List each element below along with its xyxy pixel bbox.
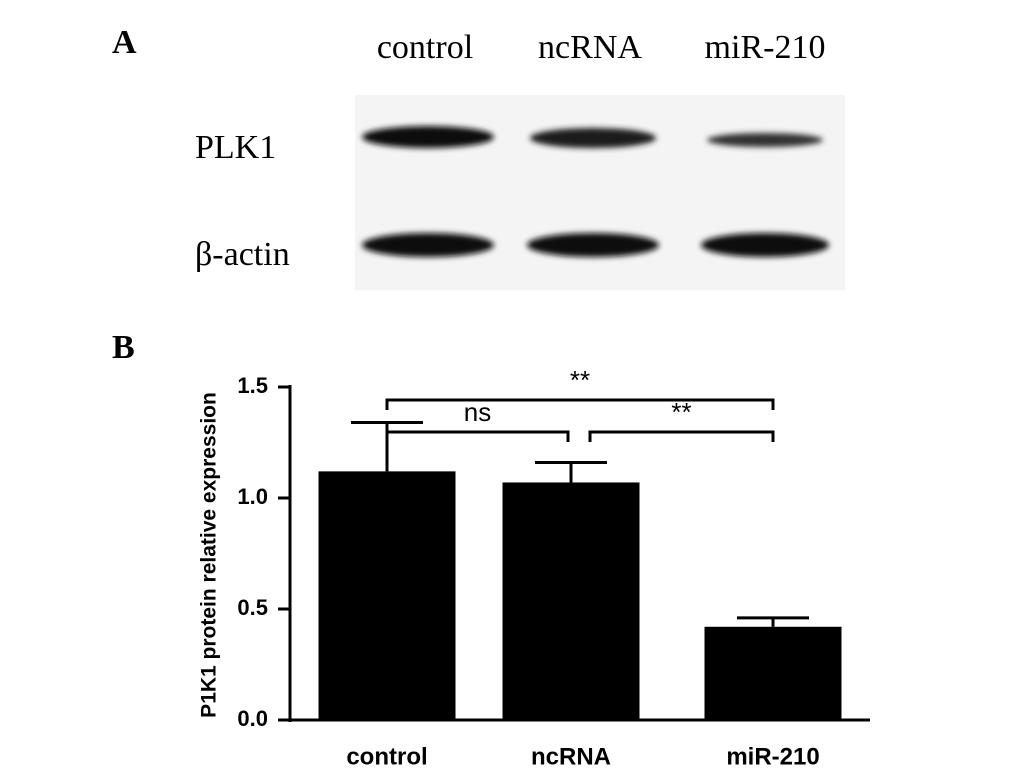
x-tick-label: ncRNA: [531, 743, 611, 770]
y-tick-label: 1.0: [237, 484, 268, 509]
bands: [362, 126, 829, 257]
significance-label: ns: [464, 397, 491, 427]
lane-label: control: [377, 29, 473, 66]
bar: [318, 471, 456, 720]
lane-label: ncRNA: [538, 29, 642, 66]
x-tick-label: miR-210: [726, 743, 819, 770]
panel-label: A: [112, 24, 137, 61]
y-axis-label: P1K1 protein relative expression: [198, 392, 221, 718]
significance-label: **: [570, 365, 590, 395]
bar: [704, 626, 842, 720]
significance-bracket: [385, 430, 570, 442]
error-bar: [535, 460, 607, 483]
significance-bracket: [588, 430, 775, 442]
error-bar: [351, 421, 423, 472]
row-label: β-actin: [195, 236, 290, 273]
band: [362, 126, 494, 148]
y-tick-label: 0.5: [237, 595, 268, 620]
significance-label: **: [671, 397, 691, 427]
panel-label: B: [112, 329, 135, 366]
error-bar: [737, 616, 809, 627]
row-label: PLK1: [195, 129, 276, 166]
y-tick-label: 1.5: [237, 373, 268, 398]
band: [530, 128, 656, 148]
band: [707, 133, 823, 147]
band: [362, 233, 494, 257]
significance-bracket: [385, 398, 775, 410]
band: [701, 233, 829, 257]
lane-label: miR-210: [705, 29, 826, 66]
bar: [502, 482, 640, 720]
blot-membrane: [355, 95, 845, 290]
y-tick-label: 0.0: [237, 706, 268, 731]
band: [527, 233, 659, 257]
x-tick-label: control: [346, 743, 427, 770]
